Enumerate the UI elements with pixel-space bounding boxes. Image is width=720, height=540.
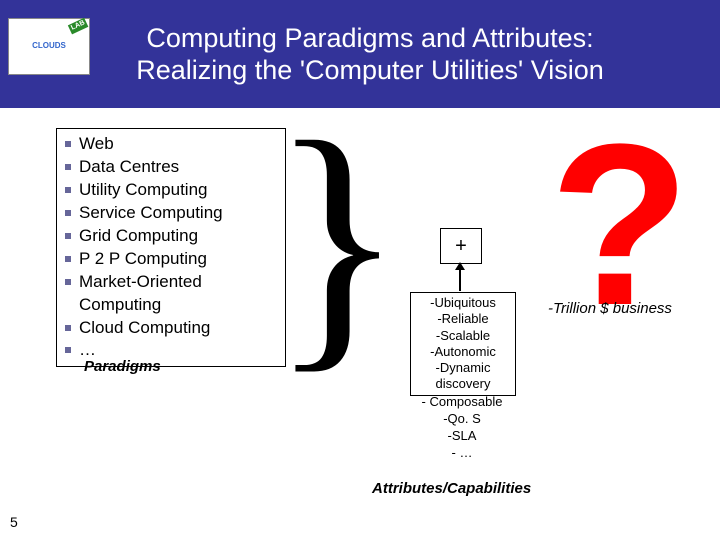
attr-line: -Autonomic [411,344,515,360]
paradigms-label: Paradigms [84,358,161,375]
list-item: Data Centres [61,156,279,179]
attr-line: -Scalable [411,328,515,344]
trillion-label: -Trillion $ business [548,300,672,317]
paradigms-box: Web Data Centres Utility Computing Servi… [56,128,286,367]
attributes-box: -Ubiquitous -Reliable -Scalable -Autonom… [410,292,516,396]
attr-line: -Dynamic [411,360,515,376]
attr-line: discovery [411,376,515,392]
slide-title: Computing Paradigms and Attributes: Real… [100,22,640,87]
list-item: Web [61,133,279,156]
list-item: Service Computing [61,202,279,225]
list-item: Market-Oriented Computing [61,271,279,317]
attr-line: -Reliable [411,311,515,327]
arrow-up-icon [459,263,461,291]
attributes-capabilities-label: Attributes/Capabilities [372,480,531,497]
list-item: Cloud Computing [61,317,279,340]
logo-text: CLOUDS [32,42,66,51]
logo-lab-badge: LAB [67,18,88,35]
list-item: Utility Computing [61,179,279,202]
attr-line: -SLA [410,428,514,445]
attributes-below: - Composable -Qo. S -SLA - … [410,394,514,462]
plus-box: + [440,228,482,264]
attr-line: - … [410,445,514,462]
list-item: Grid Computing [61,225,279,248]
paradigms-list: Web Data Centres Utility Computing Servi… [61,133,279,362]
slide-number: 5 [10,514,18,530]
brace-icon: } [270,100,404,380]
attr-line: -Qo. S [410,411,514,428]
attr-line: - Composable [410,394,514,411]
clouds-lab-logo: CLOUDS LAB [8,18,90,75]
list-item: P 2 P Computing [61,248,279,271]
attr-line: -Ubiquitous [411,295,515,311]
